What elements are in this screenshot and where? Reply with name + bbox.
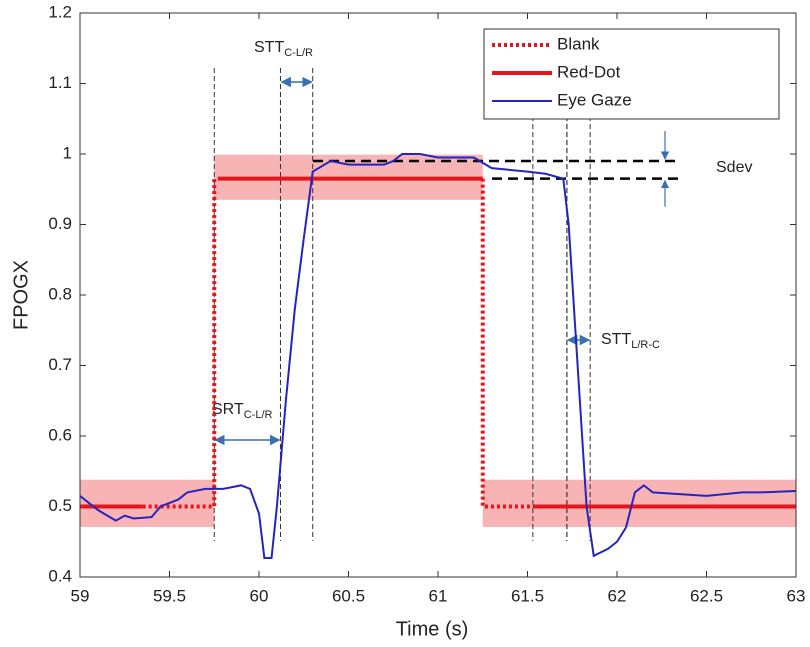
y-tick-label: 0.5: [48, 496, 72, 515]
series-line: [80, 176, 796, 509]
y-tick-label: 1.2: [48, 2, 72, 21]
label-sub: L/R-C: [631, 339, 660, 351]
label-base: SRT: [212, 401, 244, 418]
y-tick-label: 0.8: [48, 284, 72, 303]
legend-label: Blank: [557, 34, 600, 53]
label-base: STT: [601, 331, 631, 348]
x-tick-label: 62: [608, 586, 627, 605]
series-line: [79, 153, 797, 559]
band: [80, 479, 215, 527]
label-sub: C-L/R: [244, 409, 273, 421]
x-tick-label: 62.5: [690, 586, 723, 605]
label-sub: C-L/R: [284, 47, 313, 59]
series-line: [142, 178, 533, 509]
x-tick-label: 61: [429, 586, 448, 605]
sdev-label: Sdev: [716, 159, 752, 176]
legend-label: Red-Dot: [557, 62, 621, 81]
y-tick-label: 0.7: [48, 355, 72, 374]
interval-label: STTL/R-C: [601, 331, 660, 351]
y-tick-label: 0.4: [48, 566, 72, 585]
y-tick-label: 1: [63, 143, 72, 162]
y-tick-label: 0.9: [48, 214, 72, 233]
legend-label: Eye Gaze: [557, 90, 632, 109]
x-tick-label: 60: [250, 586, 269, 605]
label-base: STT: [254, 39, 284, 56]
x-tick-label: 59: [71, 586, 90, 605]
y-axis-label: FPOGX: [10, 260, 32, 330]
x-axis-label: Time (s): [396, 618, 469, 640]
y-tick-label: 1.1: [48, 73, 72, 92]
x-tick-label: 61.5: [511, 586, 544, 605]
plot-frame: [79, 12, 797, 578]
x-tick-label: 59.5: [153, 586, 186, 605]
interval-label: SRTC-L/R: [212, 401, 272, 421]
interval-label: STTC-L/R: [254, 39, 313, 59]
band: [482, 479, 796, 527]
x-tick-label: 60.5: [332, 586, 365, 605]
y-tick-label: 0.6: [48, 425, 72, 444]
x-tick-label: 63: [787, 586, 806, 605]
